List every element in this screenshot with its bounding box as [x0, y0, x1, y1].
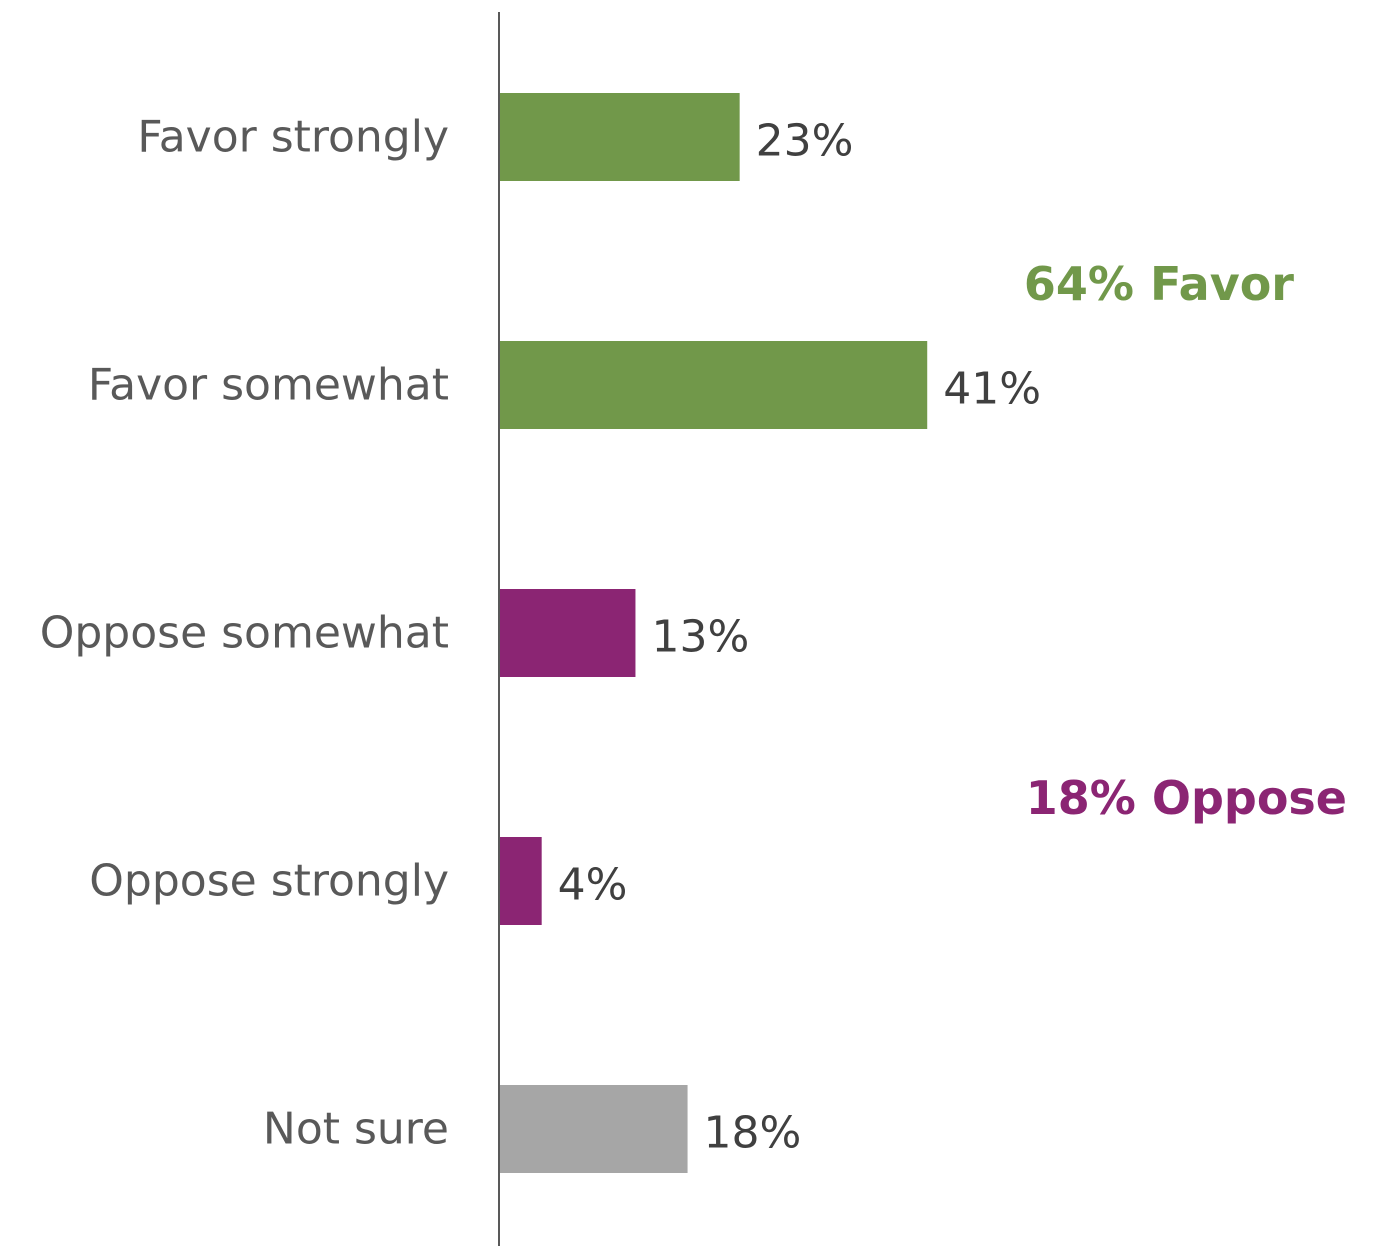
annotations-layer: 64% Favor 18% Oppose	[1024, 257, 1347, 825]
bar-oppose-somewhat	[500, 589, 636, 677]
bars-layer	[500, 93, 928, 1173]
category-label-not-sure: Not sure	[263, 1104, 449, 1155]
category-label-favor-somewhat: Favor somewhat	[88, 360, 449, 411]
labels-layer: Favor strongly 23% Favor somewhat 41% Oppose…	[40, 112, 1041, 1159]
category-label-favor-strongly: Favor strongly	[137, 112, 449, 163]
favor-total-label: 64% Favor	[1024, 257, 1294, 311]
bar-oppose-strongly	[500, 837, 542, 925]
oppose-total-label: 18% Oppose	[1026, 771, 1347, 825]
bar-not-sure	[500, 1085, 688, 1173]
bar-favor-somewhat	[500, 341, 928, 429]
value-label-favor-somewhat: 41%	[943, 364, 1041, 415]
category-label-oppose-strongly: Oppose strongly	[89, 856, 449, 907]
value-label-favor-strongly: 23%	[756, 116, 854, 167]
value-label-not-sure: 18%	[704, 1108, 802, 1159]
value-label-oppose-somewhat: 13%	[651, 612, 749, 663]
value-label-oppose-strongly: 4%	[558, 860, 628, 911]
category-label-oppose-somewhat: Oppose somewhat	[40, 608, 449, 659]
bar-favor-strongly	[500, 93, 740, 181]
